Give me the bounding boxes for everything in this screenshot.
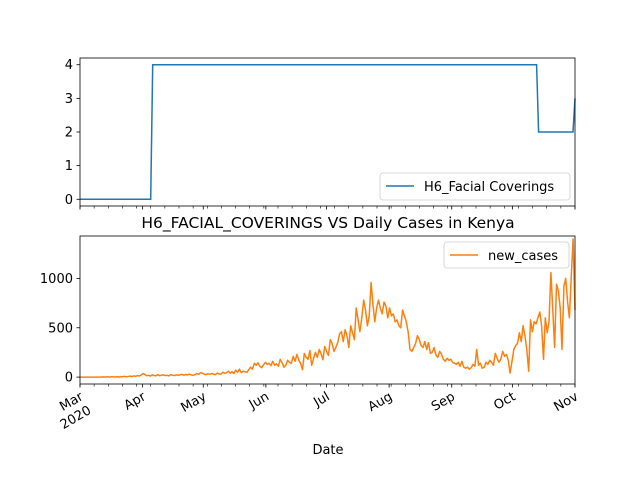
bottom-x-tick-label: Mar2020 bbox=[50, 389, 95, 433]
bottom-y-tick-label: 1000 bbox=[40, 272, 73, 287]
bottom-plot-frame bbox=[79, 235, 576, 385]
bottom-x-axis: Mar2020 Apr May Jun Jul Aug Sep Oct Nov bbox=[50, 384, 582, 433]
bottom-x-tick-label: May bbox=[178, 389, 209, 416]
top-y-tick-label: 2 bbox=[65, 126, 73, 141]
bottom-x-tick-label: Oct bbox=[491, 389, 518, 413]
top-legend-box bbox=[379, 172, 571, 201]
bottom-y-axis: 0 500 1000 bbox=[40, 272, 80, 386]
top-series bbox=[80, 63, 576, 201]
bottom-x-tick-label: Apr bbox=[122, 389, 150, 414]
bottom-x-tick-label: Sep bbox=[429, 389, 458, 414]
bottom-plot: 0 500 1000 Mar2020 Apr May Jun Jul Aug Sep Oct Nov… bbox=[40, 235, 582, 433]
top-y-tick-label: 0 bbox=[65, 193, 73, 208]
bottom-x-tick-label: Jun bbox=[246, 389, 272, 413]
bottom-x-tick-label: Jul bbox=[311, 389, 333, 410]
bottom-y-tick-label: 0 bbox=[65, 371, 73, 386]
top-y-tick-label: 1 bbox=[65, 159, 73, 174]
bottom-y-tick-label: 500 bbox=[48, 321, 73, 336]
bottom-legend-box bbox=[443, 241, 570, 269]
top-plot-frame bbox=[79, 57, 576, 207]
top-y-tick-label: 4 bbox=[65, 58, 73, 73]
top-plot: 0 1 2 3 4 H6_Facial Coverings bbox=[65, 57, 576, 210]
bottom-series-line bbox=[80, 238, 576, 378]
top-series-line bbox=[80, 63, 576, 201]
top-y-axis: 0 1 2 3 4 bbox=[65, 58, 80, 208]
bottom-series bbox=[80, 238, 576, 378]
top-legend: H6_Facial Coverings bbox=[379, 172, 571, 201]
bottom-x-tick-label: Nov bbox=[552, 389, 582, 415]
top-x-axis bbox=[79, 206, 576, 210]
top-legend-label: H6_Facial Coverings bbox=[424, 180, 554, 195]
bottom-legend-label: new_cases bbox=[488, 249, 558, 264]
top-y-tick-label: 3 bbox=[65, 92, 73, 107]
x-axis-label: Date bbox=[312, 443, 343, 458]
bottom-legend: new_cases bbox=[443, 241, 570, 269]
bottom-chart-title: H6_FACIAL_COVERINGS VS Daily Cases in Ke… bbox=[141, 214, 514, 233]
bottom-x-tick-label: Aug bbox=[366, 389, 395, 415]
